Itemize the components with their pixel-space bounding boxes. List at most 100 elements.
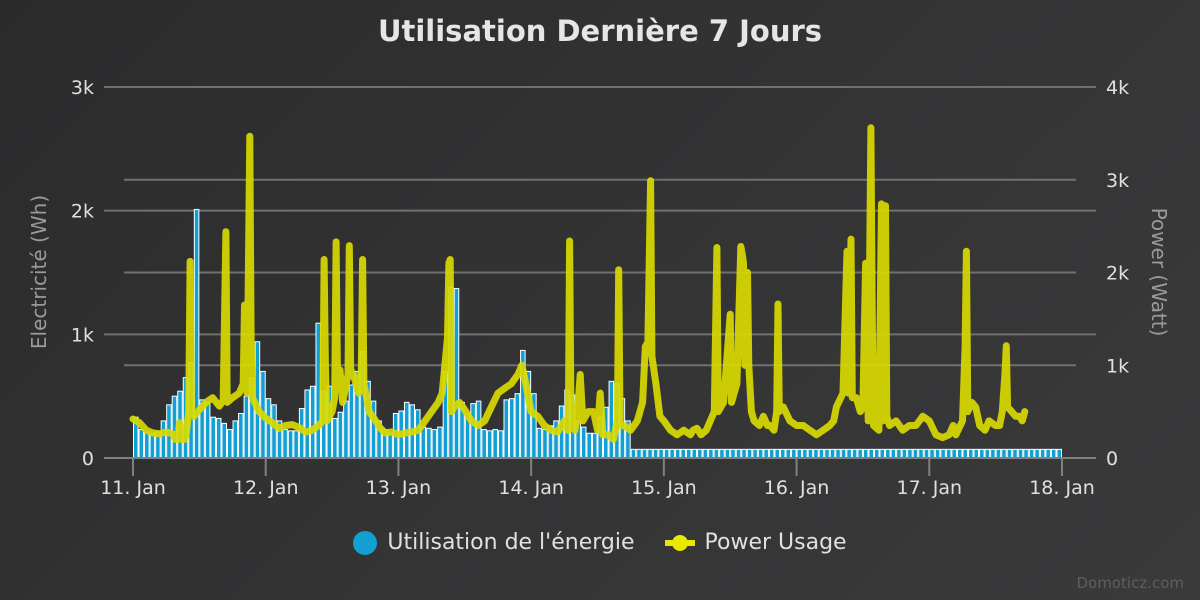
energy-bar[interactable] — [144, 431, 150, 459]
energy-bar[interactable] — [343, 400, 349, 459]
energy-bar[interactable] — [265, 398, 272, 459]
energy-bar[interactable] — [475, 400, 482, 459]
energy-bar[interactable] — [890, 448, 897, 459]
energy-bar[interactable] — [791, 448, 797, 459]
energy-bar[interactable] — [873, 448, 880, 459]
energy-bar[interactable] — [282, 429, 288, 459]
energy-bar[interactable] — [779, 448, 786, 459]
energy-bar[interactable] — [702, 448, 709, 459]
energy-bar[interactable] — [680, 448, 686, 459]
energy-bar[interactable] — [851, 448, 858, 459]
energy-bar[interactable] — [885, 448, 891, 459]
energy-bar[interactable] — [1001, 448, 1007, 459]
energy-bar[interactable] — [862, 448, 869, 459]
energy-bar[interactable] — [768, 448, 775, 459]
energy-bar[interactable] — [990, 448, 996, 459]
energy-bar[interactable] — [586, 432, 592, 459]
energy-bar[interactable] — [1045, 448, 1051, 459]
energy-bar[interactable] — [741, 448, 747, 459]
legend-item-power[interactable]: Power Usage — [664, 530, 847, 555]
energy-bar[interactable] — [896, 448, 902, 459]
energy-bar[interactable] — [608, 380, 615, 459]
energy-bar[interactable] — [934, 448, 941, 459]
energy-bar[interactable] — [160, 420, 167, 459]
energy-bar[interactable] — [1028, 448, 1035, 459]
energy-bar[interactable] — [486, 430, 493, 459]
energy-bar[interactable] — [912, 448, 919, 459]
energy-bar[interactable] — [730, 448, 736, 459]
energy-bar[interactable] — [674, 448, 681, 459]
energy-bar[interactable] — [802, 448, 808, 459]
energy-bar[interactable] — [1017, 448, 1024, 459]
energy-bar[interactable] — [757, 448, 764, 459]
energy-bar[interactable] — [210, 416, 216, 459]
energy-bar[interactable] — [1056, 448, 1062, 459]
energy-bar[interactable] — [630, 448, 637, 459]
energy-bar[interactable] — [536, 427, 543, 459]
energy-bar[interactable] — [426, 427, 432, 459]
energy-bar[interactable] — [669, 448, 675, 459]
energy-bar[interactable] — [818, 448, 825, 459]
energy-bar[interactable] — [1039, 448, 1046, 459]
energy-bar[interactable] — [470, 403, 476, 459]
energy-bar[interactable] — [907, 448, 913, 459]
energy-bar[interactable] — [332, 417, 338, 459]
energy-bar[interactable] — [243, 395, 250, 459]
energy-bar[interactable] — [437, 426, 443, 459]
energy-bar[interactable] — [923, 448, 930, 459]
energy-bar[interactable] — [227, 429, 233, 459]
energy-bar[interactable] — [995, 448, 1002, 459]
energy-bar[interactable] — [685, 448, 692, 459]
energy-bar[interactable] — [746, 448, 753, 459]
energy-bar[interactable] — [542, 429, 548, 459]
energy-bar[interactable] — [580, 426, 587, 459]
energy-bar[interactable] — [431, 429, 438, 459]
energy-bar[interactable] — [193, 208, 200, 459]
energy-bar[interactable] — [1023, 448, 1029, 459]
energy-bar[interactable] — [287, 430, 294, 459]
credits-link[interactable]: Domoticz.com — [1076, 574, 1185, 592]
energy-bar[interactable] — [1034, 448, 1040, 459]
energy-bar[interactable] — [879, 448, 886, 459]
power-usage-line[interactable] — [129, 124, 1029, 443]
energy-bar[interactable] — [708, 448, 714, 459]
energy-bar[interactable] — [735, 448, 742, 459]
energy-bar[interactable] — [1006, 448, 1013, 459]
energy-bar[interactable] — [796, 448, 803, 459]
energy-bar[interactable] — [719, 448, 725, 459]
energy-bar[interactable] — [304, 389, 310, 459]
energy-bar[interactable] — [149, 432, 156, 459]
energy-bar[interactable] — [138, 429, 145, 459]
energy-bar[interactable] — [309, 385, 316, 459]
energy-bar[interactable] — [293, 430, 299, 459]
energy-bar[interactable] — [453, 288, 460, 459]
energy-bar[interactable] — [509, 398, 515, 459]
energy-bar[interactable] — [752, 448, 758, 459]
energy-bar[interactable] — [271, 404, 277, 459]
energy-bar[interactable] — [658, 448, 664, 459]
energy-bar[interactable] — [940, 448, 946, 459]
energy-bar[interactable] — [824, 448, 830, 459]
energy-bar[interactable] — [497, 430, 504, 459]
energy-bar[interactable] — [663, 448, 670, 459]
energy-bar[interactable] — [979, 448, 985, 459]
energy-bar[interactable] — [868, 448, 874, 459]
energy-bar[interactable] — [697, 448, 703, 459]
energy-bar[interactable] — [492, 429, 498, 459]
energy-bar[interactable] — [691, 448, 698, 459]
energy-bar[interactable] — [973, 448, 980, 459]
energy-bar[interactable] — [348, 384, 355, 459]
energy-bar[interactable] — [337, 411, 344, 459]
energy-bar[interactable] — [641, 448, 648, 459]
energy-bar[interactable] — [962, 448, 968, 459]
energy-bar[interactable] — [387, 432, 393, 459]
energy-bar[interactable] — [724, 448, 731, 459]
energy-bar[interactable] — [984, 448, 991, 459]
energy-bar[interactable] — [840, 448, 847, 459]
energy-bar[interactable] — [591, 432, 598, 459]
energy-bar[interactable] — [945, 448, 952, 459]
energy-bar[interactable] — [785, 448, 792, 459]
energy-bar[interactable] — [1012, 448, 1018, 459]
legend-item-energy[interactable]: Utilisation de l'énergie — [353, 530, 635, 555]
energy-bar[interactable] — [951, 448, 957, 459]
